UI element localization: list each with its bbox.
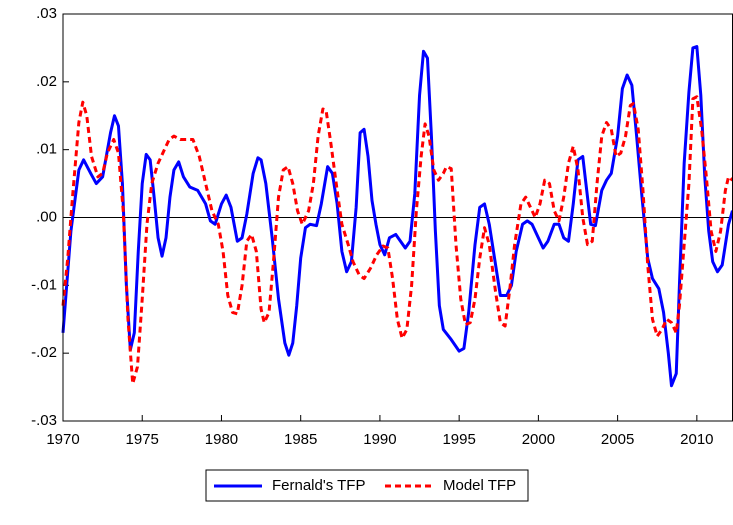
y-tick-label: .03 (36, 5, 57, 22)
y-tick-label: -.03 (31, 412, 57, 429)
x-tick-label: 1980 (205, 431, 238, 448)
y-tick-label: .00 (36, 208, 57, 225)
y-tick-label: .02 (36, 73, 57, 90)
x-tick-label: 2010 (680, 431, 713, 448)
x-tick-label: 2000 (522, 431, 555, 448)
x-tick-label: 1985 (284, 431, 317, 448)
legend-label: Fernald's TFP (272, 477, 365, 494)
y-tick-label: .01 (36, 141, 57, 158)
series-line (61, 45, 733, 388)
x-tick-label: 1990 (363, 431, 396, 448)
y-tick-label: -.01 (31, 276, 57, 293)
legend-label: Model TFP (443, 477, 516, 494)
x-tick-label: 1995 (442, 431, 475, 448)
x-tick-label: 1975 (126, 431, 159, 448)
series-line (61, 95, 733, 386)
y-tick-label: -.02 (31, 344, 57, 361)
x-tick-label: 2005 (601, 431, 634, 448)
x-tick-label: 1970 (46, 431, 79, 448)
